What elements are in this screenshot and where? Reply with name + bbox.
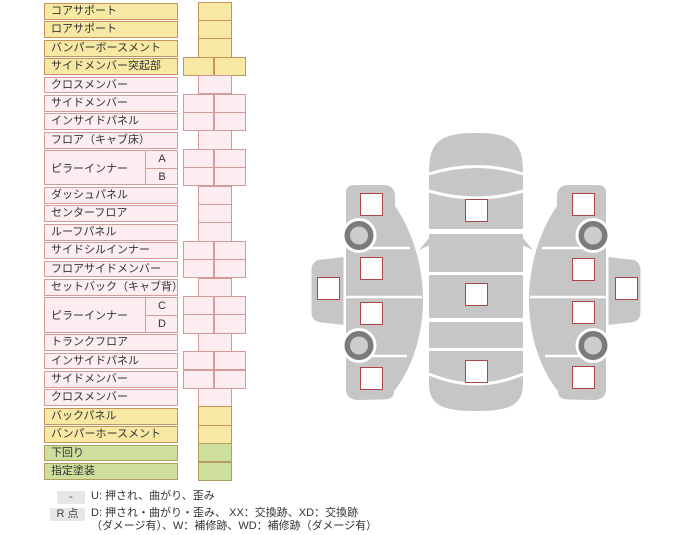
damage-marker-left-rear-door[interactable] [360,302,383,325]
part-row-label: バックパネル [44,407,178,425]
part-row-label: フロア（キャブ床） [44,131,178,149]
side-body [346,185,423,400]
damage-code-cell[interactable] [214,314,246,334]
damage-marker-left-front-door[interactable] [360,257,383,280]
part-row-label: センターフロア [44,205,178,223]
part-row-pillar-group: ピラーインナー C D [44,297,178,333]
damage-code-cell[interactable] [198,204,232,224]
damage-code-cell[interactable] [182,112,215,132]
part-row-label: クロスメンバー [44,76,178,94]
damage-code-cell[interactable] [198,443,232,463]
damage-code-cell[interactable] [214,148,246,168]
damage-code-cell[interactable] [182,148,215,168]
damage-code-cell[interactable] [198,1,232,21]
car-left-side-view [311,185,423,400]
damage-code-cell[interactable] [182,93,215,113]
part-row-label: ルーフパネル [44,223,178,241]
mirror-icon-left [419,237,430,250]
mirror-icon-right [522,237,533,250]
part-row-label: セットバック（キャブ背） [44,279,178,296]
damage-marker-top-view-rear[interactable] [465,360,488,383]
pillar-sub-label: A [145,151,178,168]
pillar-sub-label: B [145,167,178,185]
part-row-label: 指定塗装 [44,463,178,480]
front-wheel-icon [341,218,377,253]
part-row-label: インサイドパネル [44,352,178,370]
part-row-label: ロアサポート [44,21,178,39]
part-row-pillar-group: ピラーインナー A B [44,150,178,186]
part-row-label: サイドシルインナー [44,242,178,259]
damage-code-cell[interactable] [214,369,246,389]
part-row-label: 下回り [44,444,178,462]
damage-code-cell[interactable] [182,259,215,279]
damage-code-cell[interactable] [182,167,215,187]
part-row-label: ダッシュパネル [44,187,178,204]
part-row-label: バンパーホースメント [44,426,178,443]
damage-code-cell[interactable] [182,314,215,334]
part-row-label: トランクフロア [44,334,178,351]
damage-code-cell[interactable] [198,424,232,444]
panel-divider-lines [428,165,524,386]
damage-marker-right-front-fender[interactable] [572,193,595,216]
damage-code-cell[interactable] [214,259,246,279]
part-label: ピラーインナー [51,162,128,175]
legend-text-d: D: 押され・曲がり・歪み、 XX：交換跡、XD：交換跡 [91,507,359,519]
damage-marker-left-sill[interactable] [317,277,340,300]
damage-marker-right-rear-fender[interactable] [572,366,595,389]
damage-code-cell[interactable] [214,167,246,187]
damage-marker-right-rear-door[interactable] [572,301,595,324]
part-row-label: バンパーボースメント [44,39,178,57]
damage-code-cell[interactable] [198,130,232,150]
damage-code-cell[interactable] [182,240,215,260]
car-diagram [311,133,642,411]
car-top-view [419,133,533,411]
legend-badge-r-point: R 点 [50,508,85,521]
pillar-sub-label: D [145,314,178,332]
damage-marker-top-view-windshield[interactable] [465,199,488,222]
damage-marker-left-front-fender[interactable] [360,193,383,216]
part-label: ピラーインナー [51,309,128,322]
damage-code-cell[interactable] [214,56,246,76]
damage-code-cell[interactable] [214,93,246,113]
part-row-label: サイドメンバー [44,371,178,388]
damage-code-cell[interactable] [182,56,215,76]
part-row-label: サイドメンバー突起部 [44,58,178,75]
damage-code-cell[interactable] [198,388,232,408]
damage-code-cell[interactable] [198,332,232,352]
damage-marker-left-rear-fender[interactable] [360,367,383,390]
damage-code-cell[interactable] [198,406,232,426]
damage-code-cell[interactable] [182,369,215,389]
damage-code-cell[interactable] [214,112,246,132]
part-row-label: フロアサイドメンバー [44,260,178,278]
damage-marker-top-view-floor-center[interactable] [465,283,488,306]
damage-code-cell[interactable] [198,222,232,242]
damage-code-cell[interactable] [198,461,232,481]
damage-code-cell[interactable] [198,38,232,58]
part-row-label: コアサポート [44,3,178,20]
damage-code-cell[interactable] [198,20,232,40]
part-row-label: サイドメンバー [44,95,178,112]
legend-text-u: U: 押され、曲がり、歪み [91,490,215,502]
pillar-sub-label: C [145,298,178,315]
legend-badge-dash: - [57,491,85,504]
damage-code-cell[interactable] [182,296,215,316]
damage-marker-right-sill[interactable] [615,277,638,300]
part-row-label: インサイドパネル [44,113,178,131]
damage-code-cell[interactable] [214,240,246,260]
damage-code-cell[interactable] [198,75,232,95]
damage-code-cell[interactable] [214,296,246,316]
damage-code-cell[interactable] [198,185,232,205]
damage-code-cell[interactable] [182,351,215,371]
rear-wheel-icon [341,328,377,363]
damage-marker-right-front-door[interactable] [572,258,595,281]
damage-code-cell[interactable] [214,351,246,371]
legend-text-d-cont: （ダメージ有）、W：補修跡、WD：補修跡（ダメージ有） [91,520,378,532]
damage-code-cell[interactable] [198,277,232,297]
part-row-label: クロスメンバー [44,389,178,407]
